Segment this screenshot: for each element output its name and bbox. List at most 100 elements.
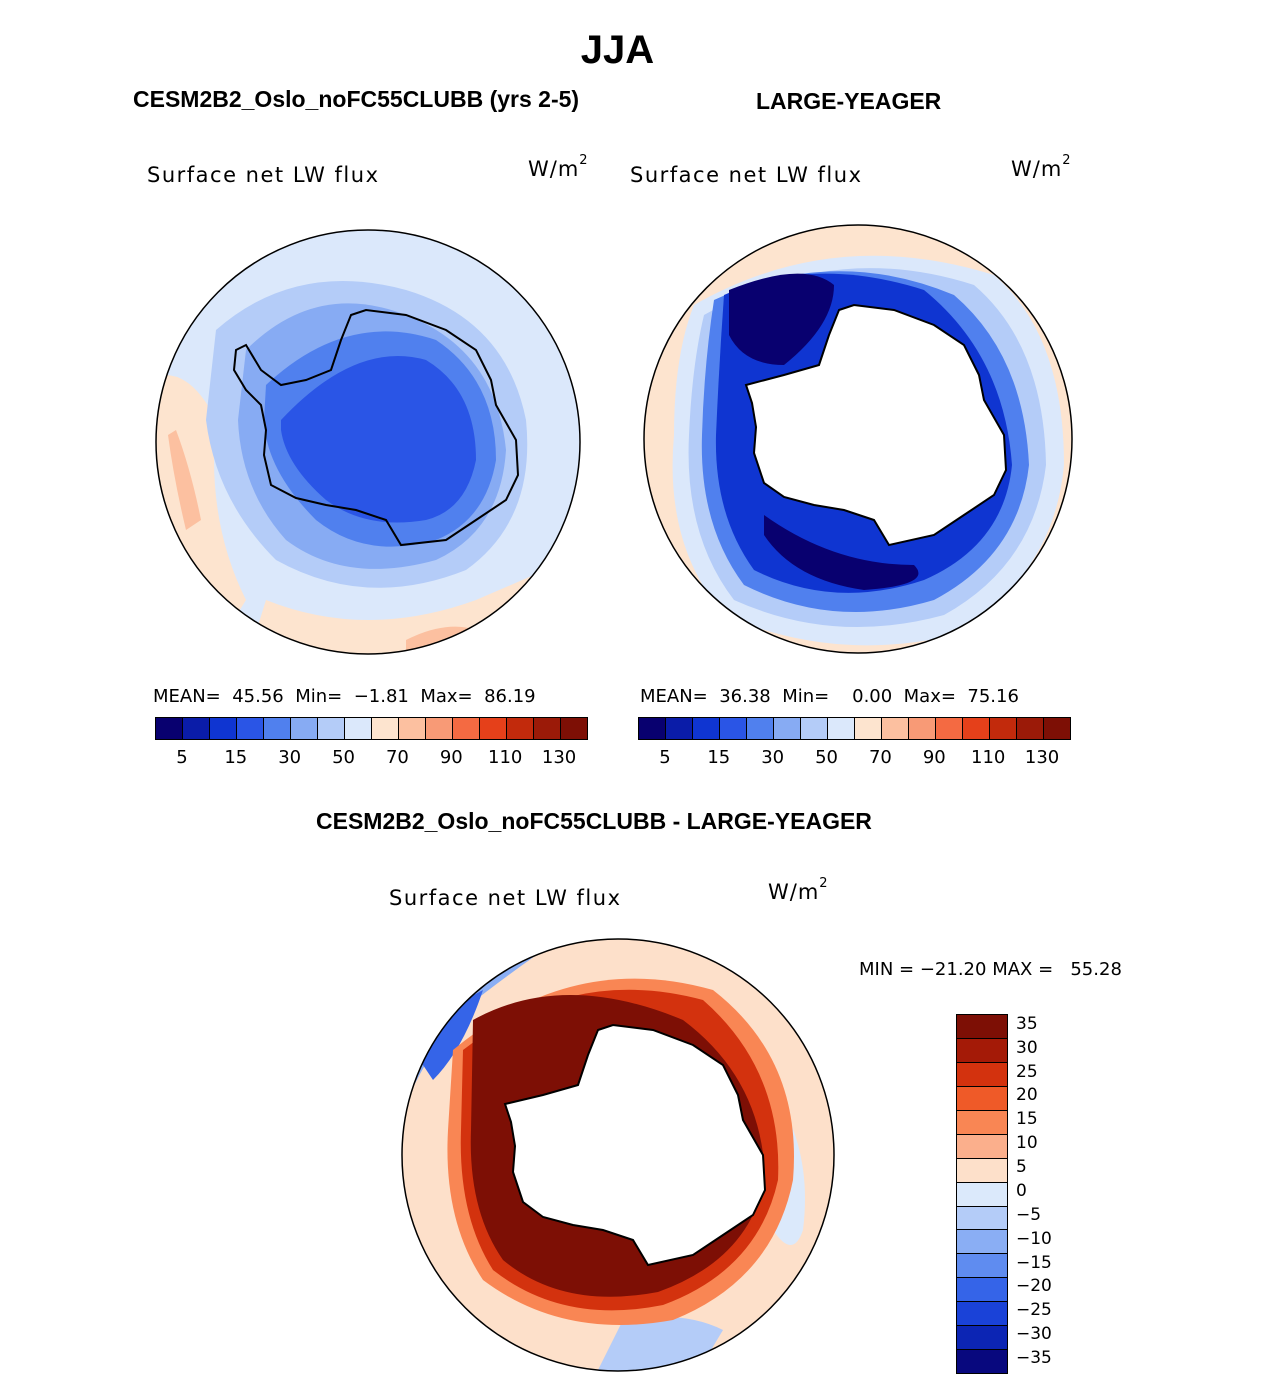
colorbar-bin (534, 718, 561, 739)
colorbar-tick-label: 15 (707, 747, 731, 768)
stats-line: MIN = −21.20 MAX = 55.28 (859, 959, 1122, 980)
colorbar-tick-label: 5 (659, 747, 671, 768)
colorbar-obs (638, 717, 1071, 740)
colorbar-bin (957, 1015, 1007, 1039)
colorbar-tick-label: −15 (1016, 1252, 1052, 1273)
units-label: W/m2 (1011, 153, 1072, 181)
colorbar-tick-label: 25 (1016, 1061, 1038, 1082)
colorbar-bin (828, 718, 855, 739)
colorbar-bin (957, 1158, 1007, 1183)
colorbar-bin (264, 718, 291, 739)
colorbar-tick-label: −5 (1016, 1204, 1042, 1225)
colorbar-tick-label: 110 (488, 747, 523, 768)
field-region-deep-blue (281, 356, 476, 523)
polar-map-model (155, 229, 581, 655)
colorbar-tick-label: 50 (815, 747, 839, 768)
colorbar-bin (957, 1134, 1007, 1159)
colorbar-bin (1044, 718, 1070, 739)
colorbar-bin (639, 718, 666, 739)
map-boundary (155, 229, 581, 655)
variable-label: Surface net LW flux (389, 886, 622, 910)
panel-title-model: CESM2B2_Oslo_noFC55CLUBB (yrs 2-5) (133, 86, 580, 112)
units-label: W/m2 (768, 876, 829, 904)
polar-map-obs (643, 224, 1073, 654)
stats-line: MEAN= 36.38 Min= 0.00 Max= 75.16 (640, 686, 1019, 707)
colorbar-bin (156, 718, 183, 739)
field-region-navy-south (764, 515, 919, 590)
antarctica-coastline (232, 308, 520, 547)
colorbar-bin (747, 718, 774, 739)
variable-label: Surface net LW flux (630, 163, 863, 187)
colorbar-bin (882, 718, 909, 739)
colorbar-bin (1017, 718, 1044, 739)
colorbar-tick-label: 10 (1016, 1133, 1038, 1154)
colorbar-tick-label: 20 (1016, 1085, 1038, 1106)
colorbar-bin (345, 718, 372, 739)
colorbar-bin (936, 718, 963, 739)
colorbar-bin (801, 718, 828, 739)
stats-line: MEAN= 45.56 Min= −1.81 Max= 86.19 (153, 686, 536, 707)
field-region-orange-west (168, 430, 201, 530)
colorbar-tick-label: 90 (922, 747, 946, 768)
colorbar-bin (399, 718, 426, 739)
colorbar-tick-label: −25 (1016, 1300, 1052, 1321)
panel-title-obs: LARGE-YEAGER (756, 88, 942, 114)
polar-map-diff (401, 938, 835, 1372)
colorbar-diff (956, 1014, 1008, 1374)
colorbar-tick-label: 5 (1016, 1157, 1027, 1178)
colorbar-bin (957, 1182, 1007, 1207)
colorbar-bin (507, 718, 534, 739)
colorbar-ticks-diff: 35 30 25 20 15 10 5 0 −5 −10 −15 −20 −25 −30 −35 (1016, 1014, 1076, 1372)
colorbar-bin (291, 718, 318, 739)
field-region-navy-north (729, 273, 834, 365)
colorbar-tick-label: 70 (868, 747, 892, 768)
field-region-deep-blue-nw (413, 990, 483, 1080)
colorbar-bin (372, 718, 399, 739)
colorbar-bin (957, 1206, 1007, 1231)
colorbar-bin (957, 1230, 1007, 1255)
colorbar-bin (957, 1038, 1007, 1063)
colorbar-tick-label: 90 (439, 747, 463, 768)
colorbar-bin (963, 718, 990, 739)
colorbar-ticks-model: 5 15 30 50 70 90 110 130 (155, 747, 586, 771)
colorbar-bin (693, 718, 720, 739)
colorbar-tick-label: 110 (971, 747, 1006, 768)
colorbar-tick-label: 30 (1016, 1037, 1038, 1058)
map-boundary (643, 224, 1073, 654)
colorbar-bin (855, 718, 882, 739)
colorbar-bin (318, 718, 345, 739)
colorbar-tick-label: 130 (1024, 747, 1060, 768)
colorbar-bin (666, 718, 693, 739)
colorbar-bin (990, 718, 1017, 739)
colorbar-bin (957, 1302, 1007, 1327)
colorbar-bin (909, 718, 936, 739)
colorbar-bin (957, 1254, 1007, 1279)
colorbar-tick-label: 5 (176, 747, 188, 768)
map-boundary (401, 938, 835, 1372)
colorbar-tick-label: 15 (1016, 1109, 1038, 1130)
antarctica-landmask (503, 1023, 767, 1267)
colorbar-bin (720, 718, 747, 739)
colorbar-bin (774, 718, 801, 739)
colorbar-tick-label: 50 (332, 747, 356, 768)
antarctica-landmask (744, 303, 1008, 547)
colorbar-bin (957, 1326, 1007, 1351)
colorbar-bin (426, 718, 453, 739)
colorbar-tick-label: 15 (224, 747, 248, 768)
colorbar-bin (957, 1110, 1007, 1135)
variable-label: Surface net LW flux (147, 163, 380, 187)
colorbar-tick-label: −30 (1016, 1324, 1052, 1345)
figure-title: JJA (580, 28, 655, 72)
colorbar-bin (237, 718, 264, 739)
colorbar-bin (957, 1278, 1007, 1303)
colorbar-tick-label: 130 (541, 747, 577, 768)
colorbar-tick-label: 30 (761, 747, 785, 768)
colorbar-model (155, 717, 588, 740)
colorbar-bin (453, 718, 480, 739)
colorbar-ticks-obs: 5 15 30 50 70 90 110 130 (638, 747, 1069, 771)
colorbar-tick-label: −20 (1016, 1276, 1052, 1297)
colorbar-tick-label: 70 (385, 747, 409, 768)
colorbar-bin (561, 718, 587, 739)
panel-title-diff: CESM2B2_Oslo_noFC55CLUBB - LARGE-YEAGER (316, 808, 872, 834)
colorbar-bin (957, 1086, 1007, 1111)
